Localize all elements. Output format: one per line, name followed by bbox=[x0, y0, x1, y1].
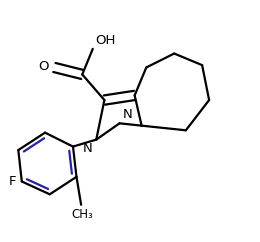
Text: N: N bbox=[123, 108, 133, 121]
Text: O: O bbox=[38, 60, 49, 73]
Text: OH: OH bbox=[95, 34, 115, 46]
Text: CH₃: CH₃ bbox=[72, 208, 93, 221]
Text: F: F bbox=[9, 175, 16, 188]
Text: N: N bbox=[83, 142, 93, 155]
